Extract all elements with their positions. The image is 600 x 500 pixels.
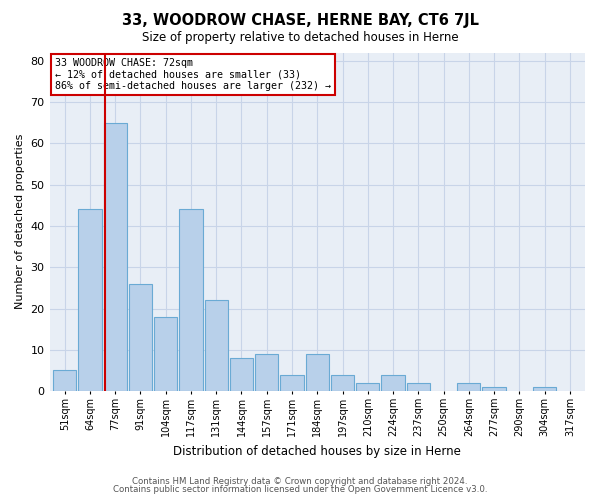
Bar (79, 210, 101, 391)
Bar (179, 210, 203, 391)
X-axis label: Distribution of detached houses by size in Herne: Distribution of detached houses by size … (173, 444, 461, 458)
Text: Contains HM Land Registry data © Crown copyright and database right 2024.: Contains HM Land Registry data © Crown c… (132, 477, 468, 486)
Bar (154, 317, 178, 391)
Text: 33, WOODROW CHASE, HERNE BAY, CT6 7JL: 33, WOODROW CHASE, HERNE BAY, CT6 7JL (121, 12, 479, 28)
Bar (356, 383, 379, 391)
Bar (331, 374, 354, 391)
Bar (230, 358, 253, 391)
Bar (280, 374, 304, 391)
Text: Size of property relative to detached houses in Herne: Size of property relative to detached ho… (142, 31, 458, 44)
Bar (382, 374, 404, 391)
Bar (533, 387, 556, 391)
Y-axis label: Number of detached properties: Number of detached properties (15, 134, 25, 310)
Bar (255, 354, 278, 391)
Text: 33 WOODROW CHASE: 72sqm
← 12% of detached houses are smaller (33)
86% of semi-de: 33 WOODROW CHASE: 72sqm ← 12% of detache… (55, 58, 331, 91)
Bar (129, 284, 152, 391)
Bar (407, 383, 430, 391)
Bar (205, 300, 228, 391)
Bar (104, 122, 127, 391)
Bar (457, 383, 481, 391)
Bar (482, 387, 506, 391)
Bar (305, 354, 329, 391)
Text: Contains public sector information licensed under the Open Government Licence v3: Contains public sector information licen… (113, 484, 487, 494)
Bar (53, 370, 76, 391)
